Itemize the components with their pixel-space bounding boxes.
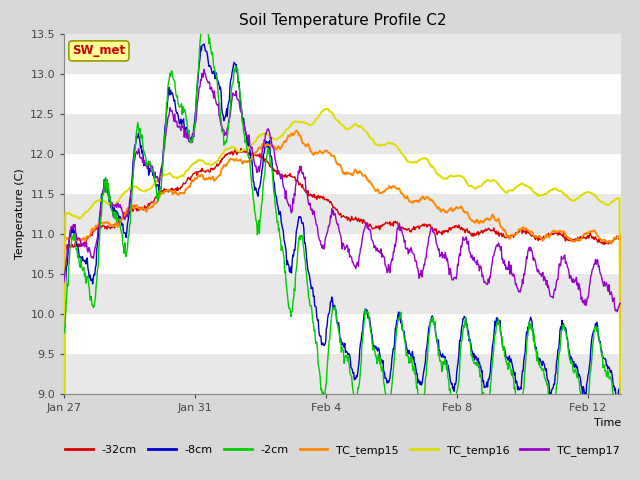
Bar xyxy=(64,234,621,274)
Bar xyxy=(64,354,621,394)
Bar xyxy=(64,274,621,313)
Title: Soil Temperature Profile C2: Soil Temperature Profile C2 xyxy=(239,13,446,28)
Bar xyxy=(64,73,621,114)
Legend: -32cm, -8cm, -2cm, TC_temp15, TC_temp16, TC_temp17: -32cm, -8cm, -2cm, TC_temp15, TC_temp16,… xyxy=(61,440,624,460)
X-axis label: Time: Time xyxy=(593,418,621,428)
Bar xyxy=(64,34,621,73)
Bar xyxy=(64,313,621,354)
Text: SW_met: SW_met xyxy=(72,44,125,58)
Y-axis label: Temperature (C): Temperature (C) xyxy=(15,168,25,259)
Bar xyxy=(64,114,621,154)
Bar xyxy=(64,193,621,234)
Bar xyxy=(64,154,621,193)
